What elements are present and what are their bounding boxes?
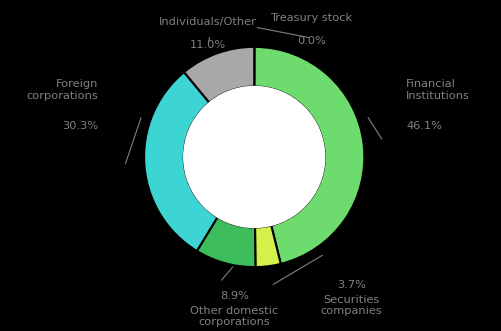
Text: Foreign
corporations: Foreign corporations [26,79,98,101]
Circle shape [183,86,324,227]
Text: 0.0%: 0.0% [297,36,325,46]
Wedge shape [255,225,280,267]
Wedge shape [144,72,217,251]
Text: Securities
companies: Securities companies [320,295,381,316]
Text: Other domestic
corporations: Other domestic corporations [190,306,278,327]
Text: 8.9%: 8.9% [219,291,248,301]
Wedge shape [184,47,254,103]
Text: Financial
Institutions: Financial Institutions [405,79,469,101]
Wedge shape [196,217,255,267]
Text: 11.0%: 11.0% [189,40,225,50]
Text: Individuals/Other: Individuals/Other [159,17,257,27]
Text: 3.7%: 3.7% [336,280,365,290]
Text: 30.3%: 30.3% [62,120,98,131]
Wedge shape [254,47,364,264]
Text: 46.1%: 46.1% [405,120,441,131]
Text: Treasury stock: Treasury stock [270,13,352,23]
